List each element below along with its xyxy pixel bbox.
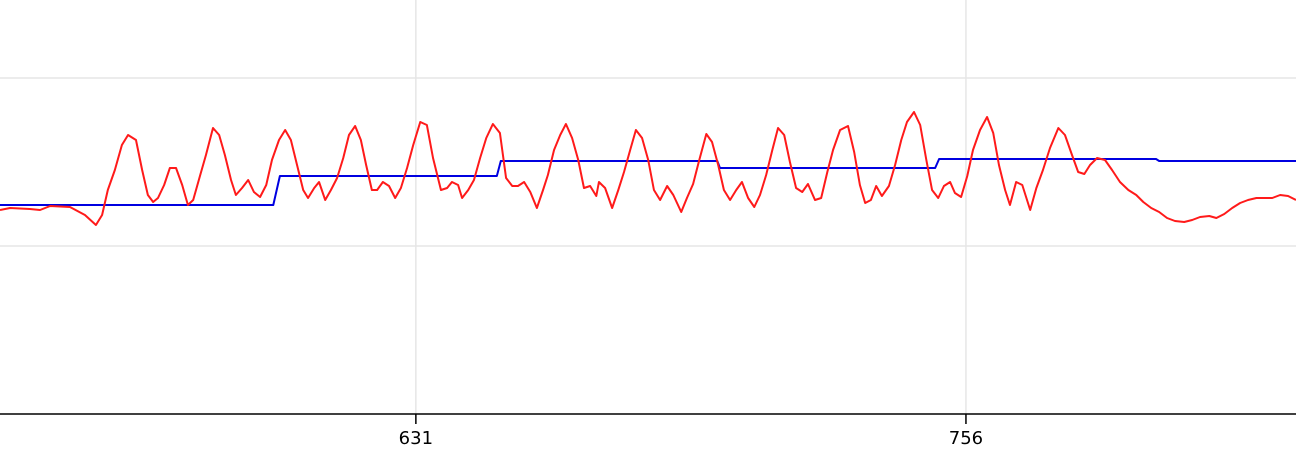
series-line bbox=[0, 111, 1296, 226]
x-tick-label: 631 bbox=[399, 428, 433, 449]
x-tick-label: 756 bbox=[949, 428, 983, 449]
